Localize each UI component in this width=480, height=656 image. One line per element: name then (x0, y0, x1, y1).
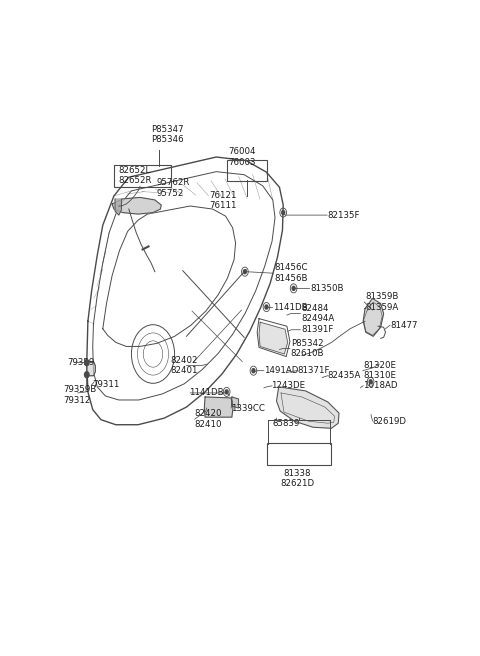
Text: 82135F: 82135F (328, 211, 360, 220)
Text: 1339CC: 1339CC (231, 403, 265, 413)
Circle shape (252, 369, 255, 373)
Text: 85839: 85839 (273, 419, 300, 428)
Polygon shape (259, 322, 288, 354)
Text: 1018AD: 1018AD (363, 381, 397, 390)
Text: 1491AD: 1491AD (264, 366, 298, 375)
Text: 82420
82410: 82420 82410 (194, 409, 221, 429)
Text: P85347
P85346: P85347 P85346 (152, 125, 184, 144)
Text: 82652L
82652R: 82652L 82652R (119, 166, 152, 186)
Text: 81456C
81456B: 81456C 81456B (274, 264, 307, 283)
Polygon shape (232, 397, 239, 408)
Circle shape (84, 372, 89, 378)
Circle shape (84, 359, 89, 365)
Text: 81391F: 81391F (301, 325, 334, 335)
Text: 79311: 79311 (92, 380, 120, 389)
Text: P85342
82610B: P85342 82610B (290, 338, 324, 358)
Circle shape (243, 270, 246, 274)
Polygon shape (87, 361, 96, 376)
Circle shape (225, 390, 228, 394)
Text: 76004
76003: 76004 76003 (228, 147, 256, 167)
Text: 79359: 79359 (67, 358, 95, 367)
Text: 82402
82401: 82402 82401 (171, 356, 198, 375)
Text: 1141DB: 1141DB (273, 302, 307, 312)
Text: 95762R
95752: 95762R 95752 (156, 178, 190, 197)
Text: 81320E
81310E: 81320E 81310E (363, 361, 396, 380)
Polygon shape (204, 397, 233, 417)
Text: 81477: 81477 (390, 321, 418, 330)
Polygon shape (115, 199, 121, 215)
Text: 1243DE: 1243DE (271, 381, 305, 390)
Text: 82619D: 82619D (372, 417, 407, 426)
Circle shape (282, 211, 285, 215)
Circle shape (292, 286, 295, 291)
Text: 81338
82621D: 81338 82621D (280, 468, 314, 488)
Polygon shape (363, 298, 384, 337)
Text: 81350B: 81350B (310, 284, 344, 293)
Circle shape (369, 380, 372, 384)
Text: 1141DB: 1141DB (189, 388, 223, 398)
Polygon shape (112, 197, 161, 214)
Circle shape (265, 305, 268, 309)
Text: 76121
76111: 76121 76111 (209, 191, 236, 210)
Text: 81371F: 81371F (297, 366, 330, 375)
Text: 82435A: 82435A (328, 371, 361, 380)
Text: 82484
82494A: 82484 82494A (301, 304, 334, 323)
Text: 79359B
79312: 79359B 79312 (64, 385, 97, 405)
Polygon shape (276, 387, 339, 428)
Text: 81359B
81359A: 81359B 81359A (365, 293, 398, 312)
